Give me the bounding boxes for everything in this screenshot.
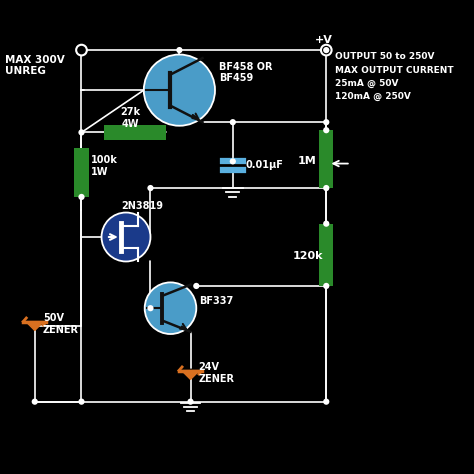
Circle shape — [145, 283, 196, 334]
Text: OUTPUT 50 to 250V
MAX OUTPUT CURRENT
25mA @ 50V
120mA @ 250V: OUTPUT 50 to 250V MAX OUTPUT CURRENT 25m… — [335, 52, 454, 101]
Circle shape — [78, 129, 84, 136]
Circle shape — [323, 127, 329, 133]
Circle shape — [230, 119, 236, 125]
Circle shape — [78, 194, 84, 200]
Text: 0.01μF: 0.01μF — [245, 160, 283, 170]
Circle shape — [323, 399, 329, 405]
Polygon shape — [26, 321, 44, 330]
Circle shape — [32, 399, 38, 405]
Text: +V: +V — [315, 36, 333, 46]
Circle shape — [147, 305, 154, 311]
Circle shape — [76, 45, 87, 55]
Text: 24V
ZENER: 24V ZENER — [199, 362, 235, 383]
Text: 2N3819: 2N3819 — [121, 201, 164, 211]
Text: BF337: BF337 — [200, 296, 234, 306]
Text: 1M: 1M — [297, 155, 316, 165]
Circle shape — [230, 158, 236, 164]
Text: 100k
1W: 100k 1W — [91, 155, 118, 177]
Text: 50V
ZENER: 50V ZENER — [43, 313, 79, 335]
Bar — [319, 130, 333, 188]
Text: BF458 OR
BF459: BF458 OR BF459 — [219, 62, 273, 83]
Circle shape — [323, 47, 329, 53]
Circle shape — [323, 283, 329, 289]
Circle shape — [323, 185, 329, 191]
Circle shape — [144, 55, 215, 126]
Bar — [319, 224, 333, 286]
Circle shape — [101, 212, 150, 262]
Bar — [74, 148, 89, 197]
Circle shape — [147, 185, 154, 191]
Text: 27k
4W: 27k 4W — [120, 108, 140, 129]
Bar — [104, 125, 166, 139]
Circle shape — [187, 399, 194, 405]
Circle shape — [193, 283, 200, 289]
Circle shape — [323, 119, 329, 125]
Circle shape — [176, 47, 182, 53]
Polygon shape — [182, 371, 200, 379]
Circle shape — [78, 399, 84, 405]
Text: 120k: 120k — [293, 251, 323, 261]
Circle shape — [323, 220, 329, 227]
Text: MAX 300V
UNREG: MAX 300V UNREG — [5, 55, 64, 76]
Circle shape — [321, 45, 332, 55]
